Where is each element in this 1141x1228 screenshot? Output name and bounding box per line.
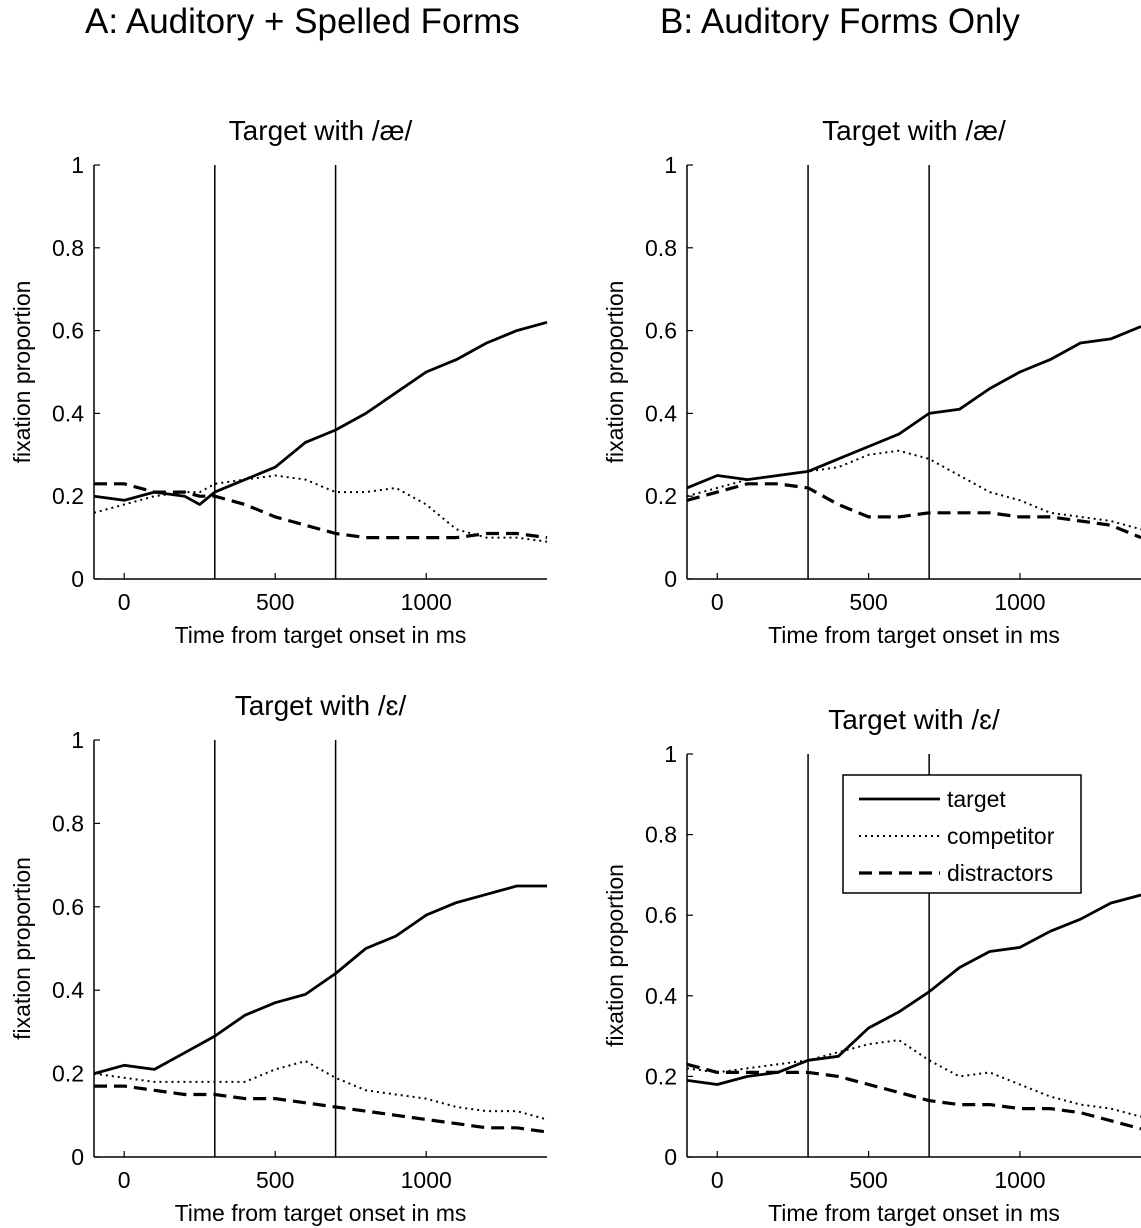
chart2-series-competitor xyxy=(686,449,1141,531)
chart3-ytick-label-5: 1 xyxy=(71,727,84,753)
chart4-xtick-label-0: 0 xyxy=(711,1167,724,1193)
chart2-ytick-label-2: 0.4 xyxy=(645,400,677,426)
chart3-xtick-label-0: 0 xyxy=(118,1167,131,1193)
chart4-x-axis-label: Time from target onset in ms xyxy=(768,1200,1060,1226)
chart3-ytick-label-4: 0.8 xyxy=(52,810,84,836)
chart3-ytick-label-1: 0.2 xyxy=(52,1061,84,1087)
legend-label-distractors: distractors xyxy=(947,860,1053,886)
panel-a-title: A: Auditory + Spelled Forms xyxy=(85,2,520,41)
chart1-series-distractors xyxy=(94,482,548,540)
chart1-ytick-label-0: 0 xyxy=(71,566,84,592)
chart3-x-axis-label: Time from target onset in ms xyxy=(175,1200,467,1226)
chart3-xtick-label-2: 1000 xyxy=(401,1167,452,1193)
chart2-title: Target with /æ/ xyxy=(822,115,1006,146)
chart1-title: Target with /æ/ xyxy=(229,115,413,146)
chart3-series-target xyxy=(93,884,547,1075)
chart1-series-competitor xyxy=(93,474,548,543)
chart3-ytick-label-3: 0.6 xyxy=(52,894,84,920)
chart3-series-competitor xyxy=(93,1060,548,1121)
chart2-ytick-label-0: 0 xyxy=(664,566,677,592)
chart2-xtick-label-1: 500 xyxy=(849,589,887,615)
chart1-ytick-label-5: 1 xyxy=(71,152,84,178)
chart4-ytick-label-3: 0.6 xyxy=(645,902,677,928)
legend-label-competitor: competitor xyxy=(947,823,1055,849)
chart1-y-axis-label: fixation proportion xyxy=(9,281,35,464)
chart3-title: Target with /ɛ/ xyxy=(235,690,407,721)
chart1-xtick-label-0: 0 xyxy=(118,589,131,615)
chart4-series-target xyxy=(686,893,1141,1086)
chart4-title: Target with /ɛ/ xyxy=(828,704,1000,735)
chart3-xtick-label-1: 500 xyxy=(256,1167,294,1193)
chart4-xtick-label-2: 1000 xyxy=(994,1167,1045,1193)
chart4-ytick-label-5: 1 xyxy=(664,741,677,767)
chart2-series-distractors xyxy=(686,482,1141,540)
chart4-ytick-label-0: 0 xyxy=(664,1144,677,1170)
chart2-xtick-label-2: 1000 xyxy=(994,589,1045,615)
chart1-x-axis-label: Time from target onset in ms xyxy=(175,622,467,648)
chart3-series-distractors xyxy=(94,1084,548,1134)
chart1-series-target xyxy=(93,320,548,506)
chart1-ytick-label-3: 0.6 xyxy=(52,318,84,344)
chart2-ytick-label-3: 0.6 xyxy=(645,318,677,344)
chart1-ytick-label-1: 0.2 xyxy=(52,483,84,509)
chart2-xtick-label-0: 0 xyxy=(711,589,724,615)
chart1-ytick-label-2: 0.4 xyxy=(52,400,84,426)
chart4-series-competitor xyxy=(686,1039,1141,1118)
chart4-ytick-label-2: 0.4 xyxy=(645,983,677,1009)
chart2-series-target xyxy=(686,325,1141,490)
chart4-ytick-label-1: 0.2 xyxy=(645,1063,677,1089)
chart3-y-axis-label: fixation proportion xyxy=(9,857,35,1040)
chart2-x-axis-label: Time from target onset in ms xyxy=(768,622,1060,648)
chart1-xtick-label-1: 500 xyxy=(256,589,294,615)
chart4-y-axis-label: fixation proportion xyxy=(602,864,628,1047)
chart2-ytick-label-4: 0.8 xyxy=(645,235,677,261)
panel-b-title: B: Auditory Forms Only xyxy=(660,2,1020,41)
chart2-ytick-label-5: 1 xyxy=(664,152,677,178)
legend-label-target: target xyxy=(947,786,1006,812)
chart2-ytick-label-1: 0.2 xyxy=(645,483,677,509)
chart2-y-axis-label: fixation proportion xyxy=(602,281,628,464)
chart4-xtick-label-1: 500 xyxy=(849,1167,887,1193)
chart4-ytick-label-4: 0.8 xyxy=(645,822,677,848)
chart3-ytick-label-2: 0.4 xyxy=(52,977,84,1003)
chart1-ytick-label-4: 0.8 xyxy=(52,235,84,261)
chart1-xtick-label-2: 1000 xyxy=(401,589,452,615)
chart3-ytick-label-0: 0 xyxy=(71,1144,84,1170)
chart4-series-distractors xyxy=(686,1062,1141,1131)
